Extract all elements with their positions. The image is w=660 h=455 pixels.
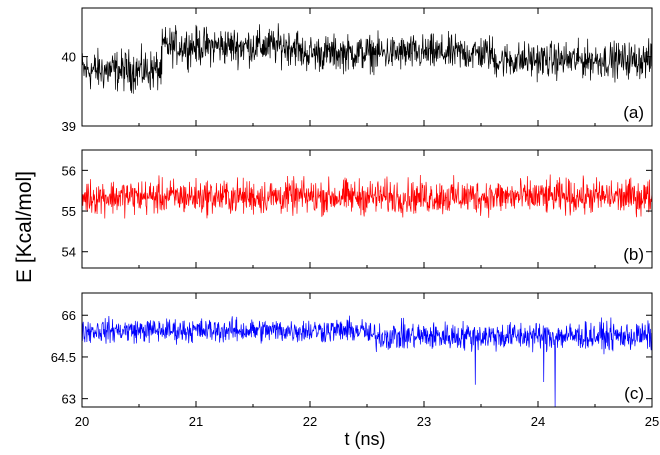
panel-a-series-line [81, 23, 653, 94]
panel-b-y-tick-label: 55 [62, 204, 76, 219]
panel-b-y-ticks: 54 55 56 [62, 163, 652, 260]
panel-c: 63 64.5 66 (c) [51, 292, 653, 408]
panel-c-series-line [81, 315, 653, 408]
panel-a-frame [81, 7, 653, 127]
x-tick-label: 21 [189, 414, 203, 429]
panel-a: 39 40 (a) [62, 7, 653, 134]
panel-c-y-tick-label: 66 [62, 308, 76, 323]
panel-a-y-ticks: 39 40 [62, 50, 652, 134]
panel-a-y-tick-label: 40 [62, 50, 76, 65]
panel-c-tag: (c) [624, 384, 644, 403]
x-tick-label: 25 [645, 414, 659, 429]
x-tick-label: 20 [75, 414, 89, 429]
panel-a-y-tick-label: 39 [62, 119, 76, 134]
panel-b-y-tick-label: 54 [62, 245, 76, 260]
x-tick-labels: 20 21 22 23 24 25 [75, 414, 659, 429]
panel-b-x-ticks [81, 150, 653, 268]
panel-a-tag: (a) [623, 103, 644, 122]
panel-b-series-line [81, 174, 653, 219]
y-axis-label: E [Kcal/mol] [13, 171, 36, 283]
panel-b-tag: (b) [623, 245, 644, 264]
panel-a-x-ticks [81, 8, 653, 126]
x-tick-label: 24 [531, 414, 545, 429]
panel-b-y-tick-label: 56 [62, 163, 76, 178]
panel-c-y-tick-label: 64.5 [51, 350, 76, 365]
panel-b-frame [81, 149, 653, 269]
panel-c-frame [81, 292, 653, 408]
x-tick-label: 23 [417, 414, 431, 429]
panel-c-y-tick-label: 63 [62, 392, 76, 407]
x-tick-label: 22 [303, 414, 317, 429]
panel-c-x-ticks [81, 293, 653, 407]
panel-b: 54 55 56 (b) [62, 149, 653, 269]
x-axis-label: t (ns) [344, 429, 385, 449]
panel-c-y-ticks: 63 64.5 66 [51, 308, 652, 407]
